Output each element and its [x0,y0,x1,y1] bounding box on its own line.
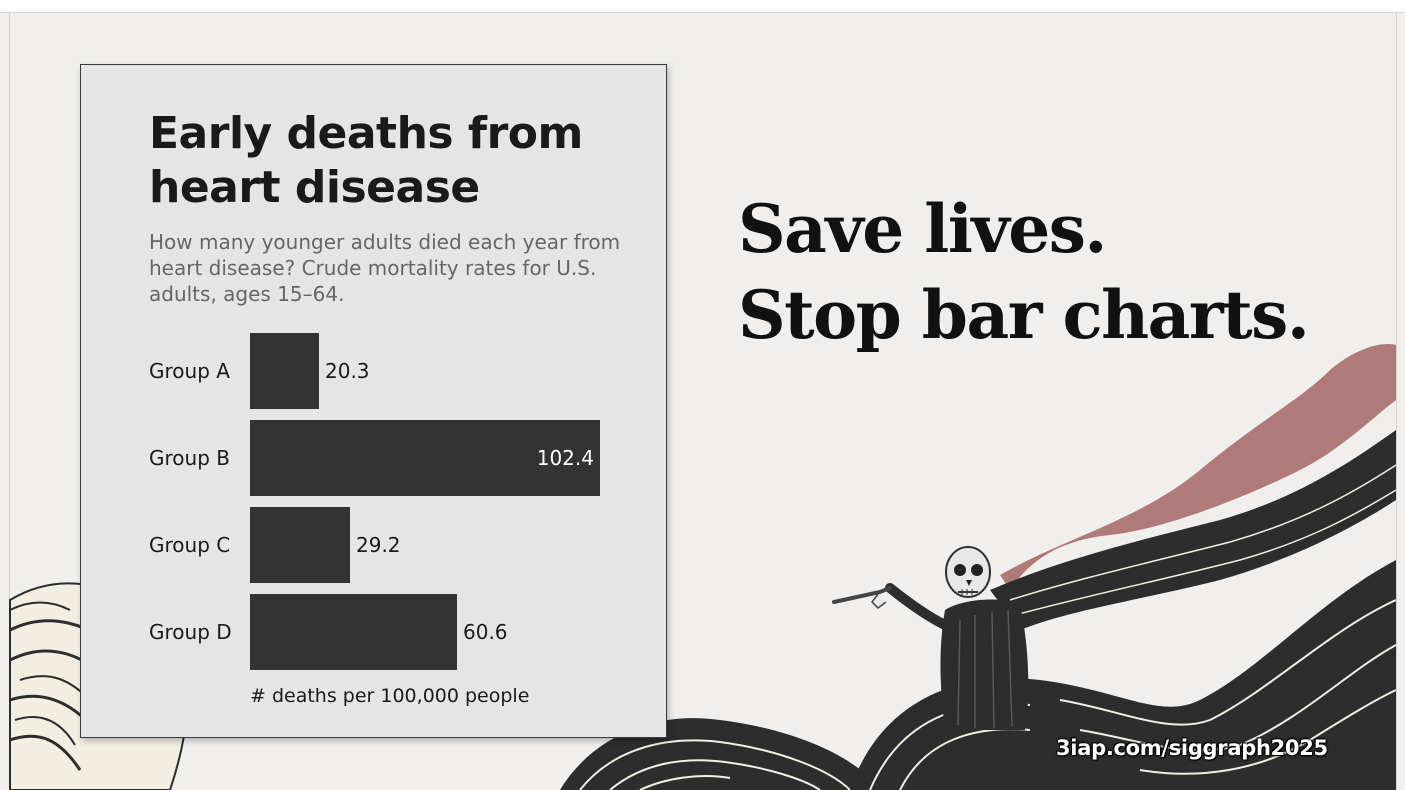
category-label-group-d: Group D [149,620,232,644]
bar-group-c [250,507,350,583]
value-label-group-c: 29.2 [356,533,401,557]
category-label-group-c: Group C [149,533,230,557]
category-label-group-a: Group A [149,359,230,383]
chart-card: Early deaths from heart disease How many… [80,64,667,738]
bar-group-d [250,594,457,670]
chart-subtitle: How many younger adults died each year f… [149,230,621,306]
value-label-group-a: 20.3 [325,359,370,383]
slide-headline: Save lives. Stop bar charts. [738,186,1378,358]
left-edge-rule [9,12,10,790]
right-edge-rule [1396,12,1397,790]
bar-chart: Group A 20.3 Group B 102.4 Group C 29.2 Group … [149,333,600,707]
headline-line-1: Save lives. [738,190,1107,268]
category-label-group-b: Group B [149,446,230,470]
bar-group-b [250,420,600,496]
headline-line-2: Stop bar charts. [738,276,1310,354]
value-label-group-b: 102.4 [537,446,594,470]
grim-reaper-figure [832,546,1029,730]
value-label-group-d: 60.6 [463,620,508,644]
chart-title: Early deaths from heart disease [149,108,583,213]
bar-group-a [250,333,319,409]
x-axis-label: # deaths per 100,000 people [250,685,529,707]
source-url: 3iap.com/siggraph2025 [1056,736,1328,760]
flowing-cloth [990,344,1397,630]
window-top-strip [0,0,1405,13]
